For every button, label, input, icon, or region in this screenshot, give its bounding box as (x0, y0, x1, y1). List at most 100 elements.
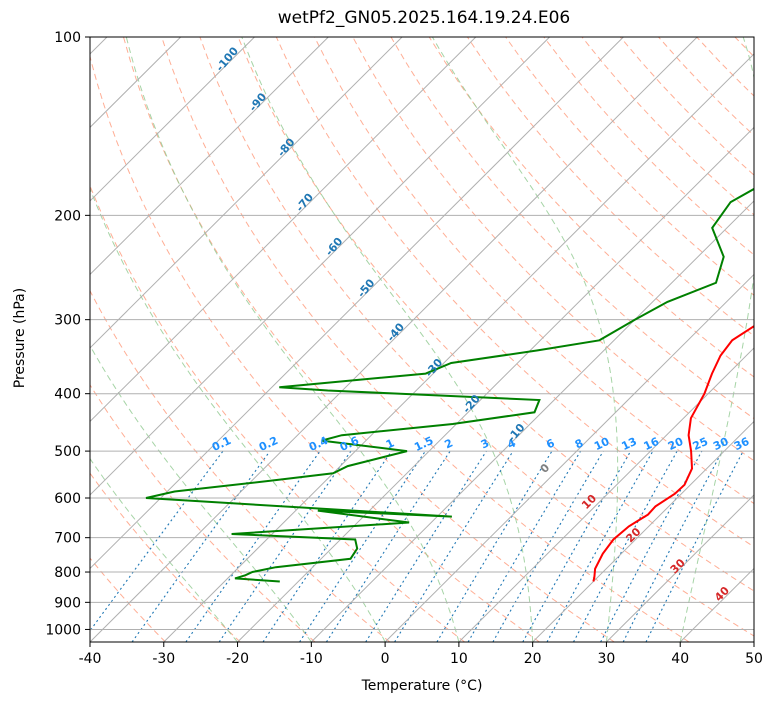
isotherm-label: -30 (423, 356, 446, 380)
mixing-ratio-label: 13 (620, 435, 639, 453)
isotherm-line (310, 200, 754, 642)
plot-frame (89, 36, 755, 643)
dry-adiabat (275, 37, 754, 548)
mixing-ratio-line (365, 450, 487, 642)
dry-adiabat (123, 37, 615, 642)
mixing-ratio-line (394, 450, 514, 642)
x-tick-label: 10 (450, 651, 468, 667)
dry-adiabat (505, 37, 754, 296)
mixing-ratio-label: 6 (544, 436, 557, 451)
y-tick-label: 600 (54, 491, 81, 507)
y-tick-label: 900 (54, 595, 81, 611)
mixing-ratio-label: 2 (442, 436, 454, 451)
mixing-ratio-line (546, 450, 654, 642)
dry-adiabat (237, 37, 754, 592)
x-tick-label: -30 (152, 651, 175, 667)
isotherm-line (90, 37, 255, 202)
y-tick-label: 100 (54, 30, 81, 46)
mixing-ratio-line (325, 450, 451, 642)
dry-adiabat (90, 383, 316, 642)
mixing-ratio-label: 36 (732, 435, 752, 453)
isotherm-label: -60 (323, 235, 346, 259)
y-tick-label: 200 (54, 208, 81, 224)
mixing-ratio-line (467, 450, 582, 642)
isotherm-line (237, 126, 754, 642)
dry-adiabat (90, 54, 540, 642)
x-tick-label: 20 (524, 651, 542, 667)
pressure-grid (0, 37, 754, 642)
line-labels: 0.1 0.2 0.4 0.6 1 1.5 2 3 4 6 8 10 13 16 20 25 30 36-100-… (210, 44, 752, 604)
isotherm-line (606, 494, 754, 642)
y-tick-label: 400 (54, 387, 81, 403)
dry-adiabat (352, 37, 754, 462)
moist-adiabat (90, 187, 386, 642)
wet-adiabat-label: 30 (668, 556, 688, 576)
moist-adiabat (431, 37, 619, 642)
isotherm-label: -70 (293, 191, 316, 215)
isotherm-line (90, 37, 329, 276)
y-tick-label: 1000 (45, 622, 81, 638)
isotherm-line (90, 37, 698, 642)
moist-adiabat (125, 37, 460, 642)
x-tick-label: 30 (598, 651, 616, 667)
mixing-ratio-label: 10 (592, 435, 612, 453)
moist-adiabat (90, 457, 238, 642)
dry-adiabat (161, 37, 690, 642)
isotherm-line (163, 53, 754, 642)
isotherm-line (0, 37, 33, 642)
dry-adiabat (90, 184, 465, 642)
isotherm-label: -50 (355, 276, 378, 300)
y-tick-label: 300 (54, 313, 81, 329)
axes: -40 -30 -20 -10 0 10 20 30 40 5010020030040050060… (45, 30, 763, 667)
profile-lines (145, 187, 754, 583)
dry-adiabat (90, 289, 391, 642)
mixing-ratio-label: 25 (691, 435, 710, 453)
y-tick-label: 700 (54, 531, 81, 547)
dry-adiabat (581, 37, 754, 216)
isotherm-line (753, 641, 754, 642)
wet-adiabat-label: 10 (579, 492, 599, 512)
y-tick-label: 500 (54, 444, 81, 460)
isotherm-line (679, 567, 754, 642)
mixing-ratio-line (185, 450, 321, 642)
moist-adiabat (241, 37, 534, 642)
isotherm-line (384, 273, 754, 642)
dry-adiabat (390, 37, 754, 420)
mixing-ratio-line (299, 450, 426, 642)
mixing-ratio-line (90, 450, 224, 632)
isotherm-label: -100 (213, 44, 241, 74)
mixing-ratio-line (436, 450, 553, 642)
isotherm-line (90, 37, 550, 496)
dry-adiabat (734, 37, 754, 58)
y-tick-label: 800 (54, 565, 81, 581)
x-tick-label: -40 (79, 651, 102, 667)
mixing-ratio-line (645, 450, 744, 642)
isotherm-line (90, 37, 108, 55)
mixing-ratio-line (522, 450, 632, 642)
dry-adiabat (428, 37, 754, 378)
isotherm-label: -40 (384, 320, 407, 344)
x-tick-label: 50 (745, 651, 763, 667)
mixing-ratio-line (573, 450, 678, 642)
dry-adiabat (696, 37, 754, 97)
wet-adiabat-label: 0 (538, 461, 553, 476)
dry-adiabat (658, 37, 754, 137)
moist-adiabat (679, 37, 754, 642)
x-tick-label: -20 (226, 651, 249, 667)
wet-adiabat-label: 40 (712, 584, 732, 604)
x-tick-label: -10 (300, 651, 323, 667)
isotherm-label: -20 (460, 392, 483, 416)
dewpoint-profile (145, 187, 754, 583)
mixing-ratio-line (600, 450, 703, 642)
dry-adiabat (314, 37, 754, 505)
x-tick-label: 0 (381, 651, 390, 667)
dry-adiabat (90, 472, 241, 642)
mixing-ratio-line (622, 450, 723, 642)
mixing-ratio-line (492, 450, 604, 642)
x-axis-label: Temperature (°C) (361, 678, 483, 694)
dry-adiabat (466, 37, 754, 337)
dry-adiabat (90, 557, 166, 642)
dry-adiabat (543, 37, 754, 256)
isotherm-line (90, 37, 477, 423)
